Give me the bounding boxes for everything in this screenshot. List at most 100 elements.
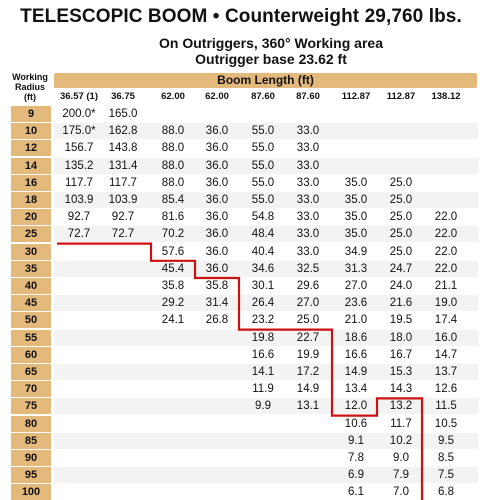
column-header: 62.00 [161, 91, 185, 102]
table-row: 25 72.7 72.7 70.2 36.0 48.4 33.0 35.0 25.0 22.0 [0, 226, 482, 243]
capacity-cell: 33.0 [296, 142, 320, 155]
capacity-cell: 22.0 [434, 262, 458, 275]
capacity-cell: 29.2 [161, 297, 185, 310]
capacity-cell: 36.0 [205, 228, 229, 241]
radius-header-line: Working [12, 72, 48, 82]
capacity-cell: 72.7 [67, 228, 91, 241]
capacity-cell: 131.4 [108, 159, 138, 172]
capacity-cell: 72.7 [111, 228, 135, 241]
table-row: 55 19.8 22.7 18.6 18.0 16.0 [0, 329, 482, 346]
column-header: 62.00 [205, 91, 229, 102]
capacity-cell: 156.7 [64, 142, 94, 155]
capacity-cell: 88.0 [161, 159, 185, 172]
capacity-cell: 23.6 [344, 297, 368, 310]
capacity-cell: 22.0 [434, 245, 458, 258]
capacity-cell: 14.3 [389, 383, 413, 396]
row-band [54, 260, 478, 277]
capacity-cell: 55.0 [251, 194, 275, 206]
capacity-cell: 36.0 [205, 125, 229, 138]
capacity-cell: 10.6 [344, 417, 368, 430]
capacity-cell: 40.4 [251, 245, 275, 258]
column-header: 87.60 [251, 91, 275, 102]
row-band [54, 123, 478, 140]
capacity-cell: 30.1 [251, 280, 275, 292]
capacity-cell: 32.5 [296, 262, 320, 275]
capacity-cell: 16.7 [389, 348, 413, 361]
capacity-cell: 33.0 [296, 125, 320, 138]
radius-cell: 80 [11, 415, 51, 432]
table-row: 85 9.1 10.2 9.5 [0, 432, 482, 449]
row-band [54, 398, 478, 415]
capacity-cell: 55.0 [251, 159, 275, 172]
capacity-cell: 36.0 [205, 245, 229, 258]
radius-column-header: Working Radius (ft) [10, 72, 50, 102]
capacity-cell: 165.0 [108, 108, 138, 120]
radius-cell: 9 [11, 106, 51, 122]
table-row: 12 156.7 143.8 88.0 36.0 55.0 33.0 [0, 140, 482, 157]
capacity-cell: 23.2 [251, 314, 275, 327]
capacity-cell: 33.0 [296, 228, 320, 241]
radius-cell: 12 [11, 140, 51, 157]
capacity-cell: 25.0 [296, 314, 320, 327]
capacity-cell: 10.5 [434, 417, 458, 430]
radius-cell: 18 [11, 192, 51, 208]
capacity-cell: 92.7 [111, 211, 135, 224]
capacity-cell: 31.3 [344, 262, 368, 275]
radius-cell: 100 [11, 484, 51, 500]
table-row: 70 11.9 14.9 13.4 14.3 12.6 [0, 381, 482, 398]
capacity-cell: 33.0 [296, 245, 320, 258]
capacity-cell: 25.0 [389, 228, 413, 241]
boom-length-header: Boom Length (ft) [54, 73, 477, 88]
capacity-cell: 8.5 [438, 452, 454, 464]
capacity-cell: 55.0 [251, 125, 275, 138]
capacity-cell: 117.7 [109, 176, 137, 189]
capacity-cell: 88.0 [161, 142, 185, 155]
capacity-cell: 36.0 [205, 142, 229, 155]
capacity-cell: 36.0 [205, 262, 229, 275]
capacity-cell: 45.4 [161, 262, 185, 275]
capacity-cell: 54.8 [251, 211, 275, 224]
table-row: 18 103.9 103.9 85.4 36.0 55.0 33.0 35.0 25.0 [0, 192, 482, 208]
radius-cell: 55 [11, 329, 51, 346]
radius-cell: 35 [11, 260, 51, 277]
capacity-cell: 35.0 [344, 194, 368, 206]
capacity-cell: 16.6 [251, 348, 275, 361]
capacity-cell: 29.6 [296, 280, 320, 292]
capacity-cell: 22.0 [434, 211, 458, 224]
capacity-cell: 22.7 [296, 331, 320, 344]
table-row: 45 29.2 31.4 26.4 27.0 23.6 21.6 19.0 [0, 295, 482, 312]
radius-cell: 16 [11, 174, 51, 191]
capacity-cell: 7.9 [393, 469, 409, 482]
table-row: 50 24.1 26.8 23.2 25.0 21.0 19.5 17.4 [0, 312, 482, 329]
capacity-cell: 36.0 [205, 194, 229, 206]
capacity-cell: 9.1 [348, 434, 364, 447]
row-band [54, 157, 478, 174]
capacity-cell: 16.6 [344, 348, 368, 361]
limit-polyline [57, 242, 424, 500]
radius-cell: 65 [11, 364, 51, 380]
radius-header-line: (ft) [24, 92, 36, 102]
radius-cell: 45 [11, 295, 51, 312]
capacity-cell: 26.4 [251, 297, 275, 310]
column-header: 112.87 [386, 91, 416, 102]
capacity-cell: 9.0 [393, 452, 409, 464]
capacity-cell: 36.0 [205, 211, 229, 224]
radius-cell: 30 [11, 243, 51, 260]
capacity-cell: 9.9 [255, 400, 271, 413]
capacity-cell: 13.1 [296, 400, 320, 413]
row-band [54, 364, 478, 380]
capacity-cell: 35.0 [344, 228, 368, 241]
capacity-cell: 35.8 [205, 280, 229, 292]
capacity-cell: 35.8 [161, 280, 185, 292]
capacity-cell: 81.6 [161, 211, 185, 224]
capacity-cell: 11.7 [390, 417, 412, 430]
capacity-cell: 19.5 [389, 314, 413, 327]
capacity-cell: 14.1 [251, 366, 275, 378]
radius-header-line: Radius [14, 82, 45, 92]
capacity-cell: 200.0* [62, 108, 96, 120]
capacity-cell: 24.1 [161, 314, 185, 327]
capacity-cell: 24.0 [389, 280, 413, 292]
capacity-cell: 13.2 [389, 400, 413, 413]
capacity-cell: 33.0 [296, 176, 320, 189]
